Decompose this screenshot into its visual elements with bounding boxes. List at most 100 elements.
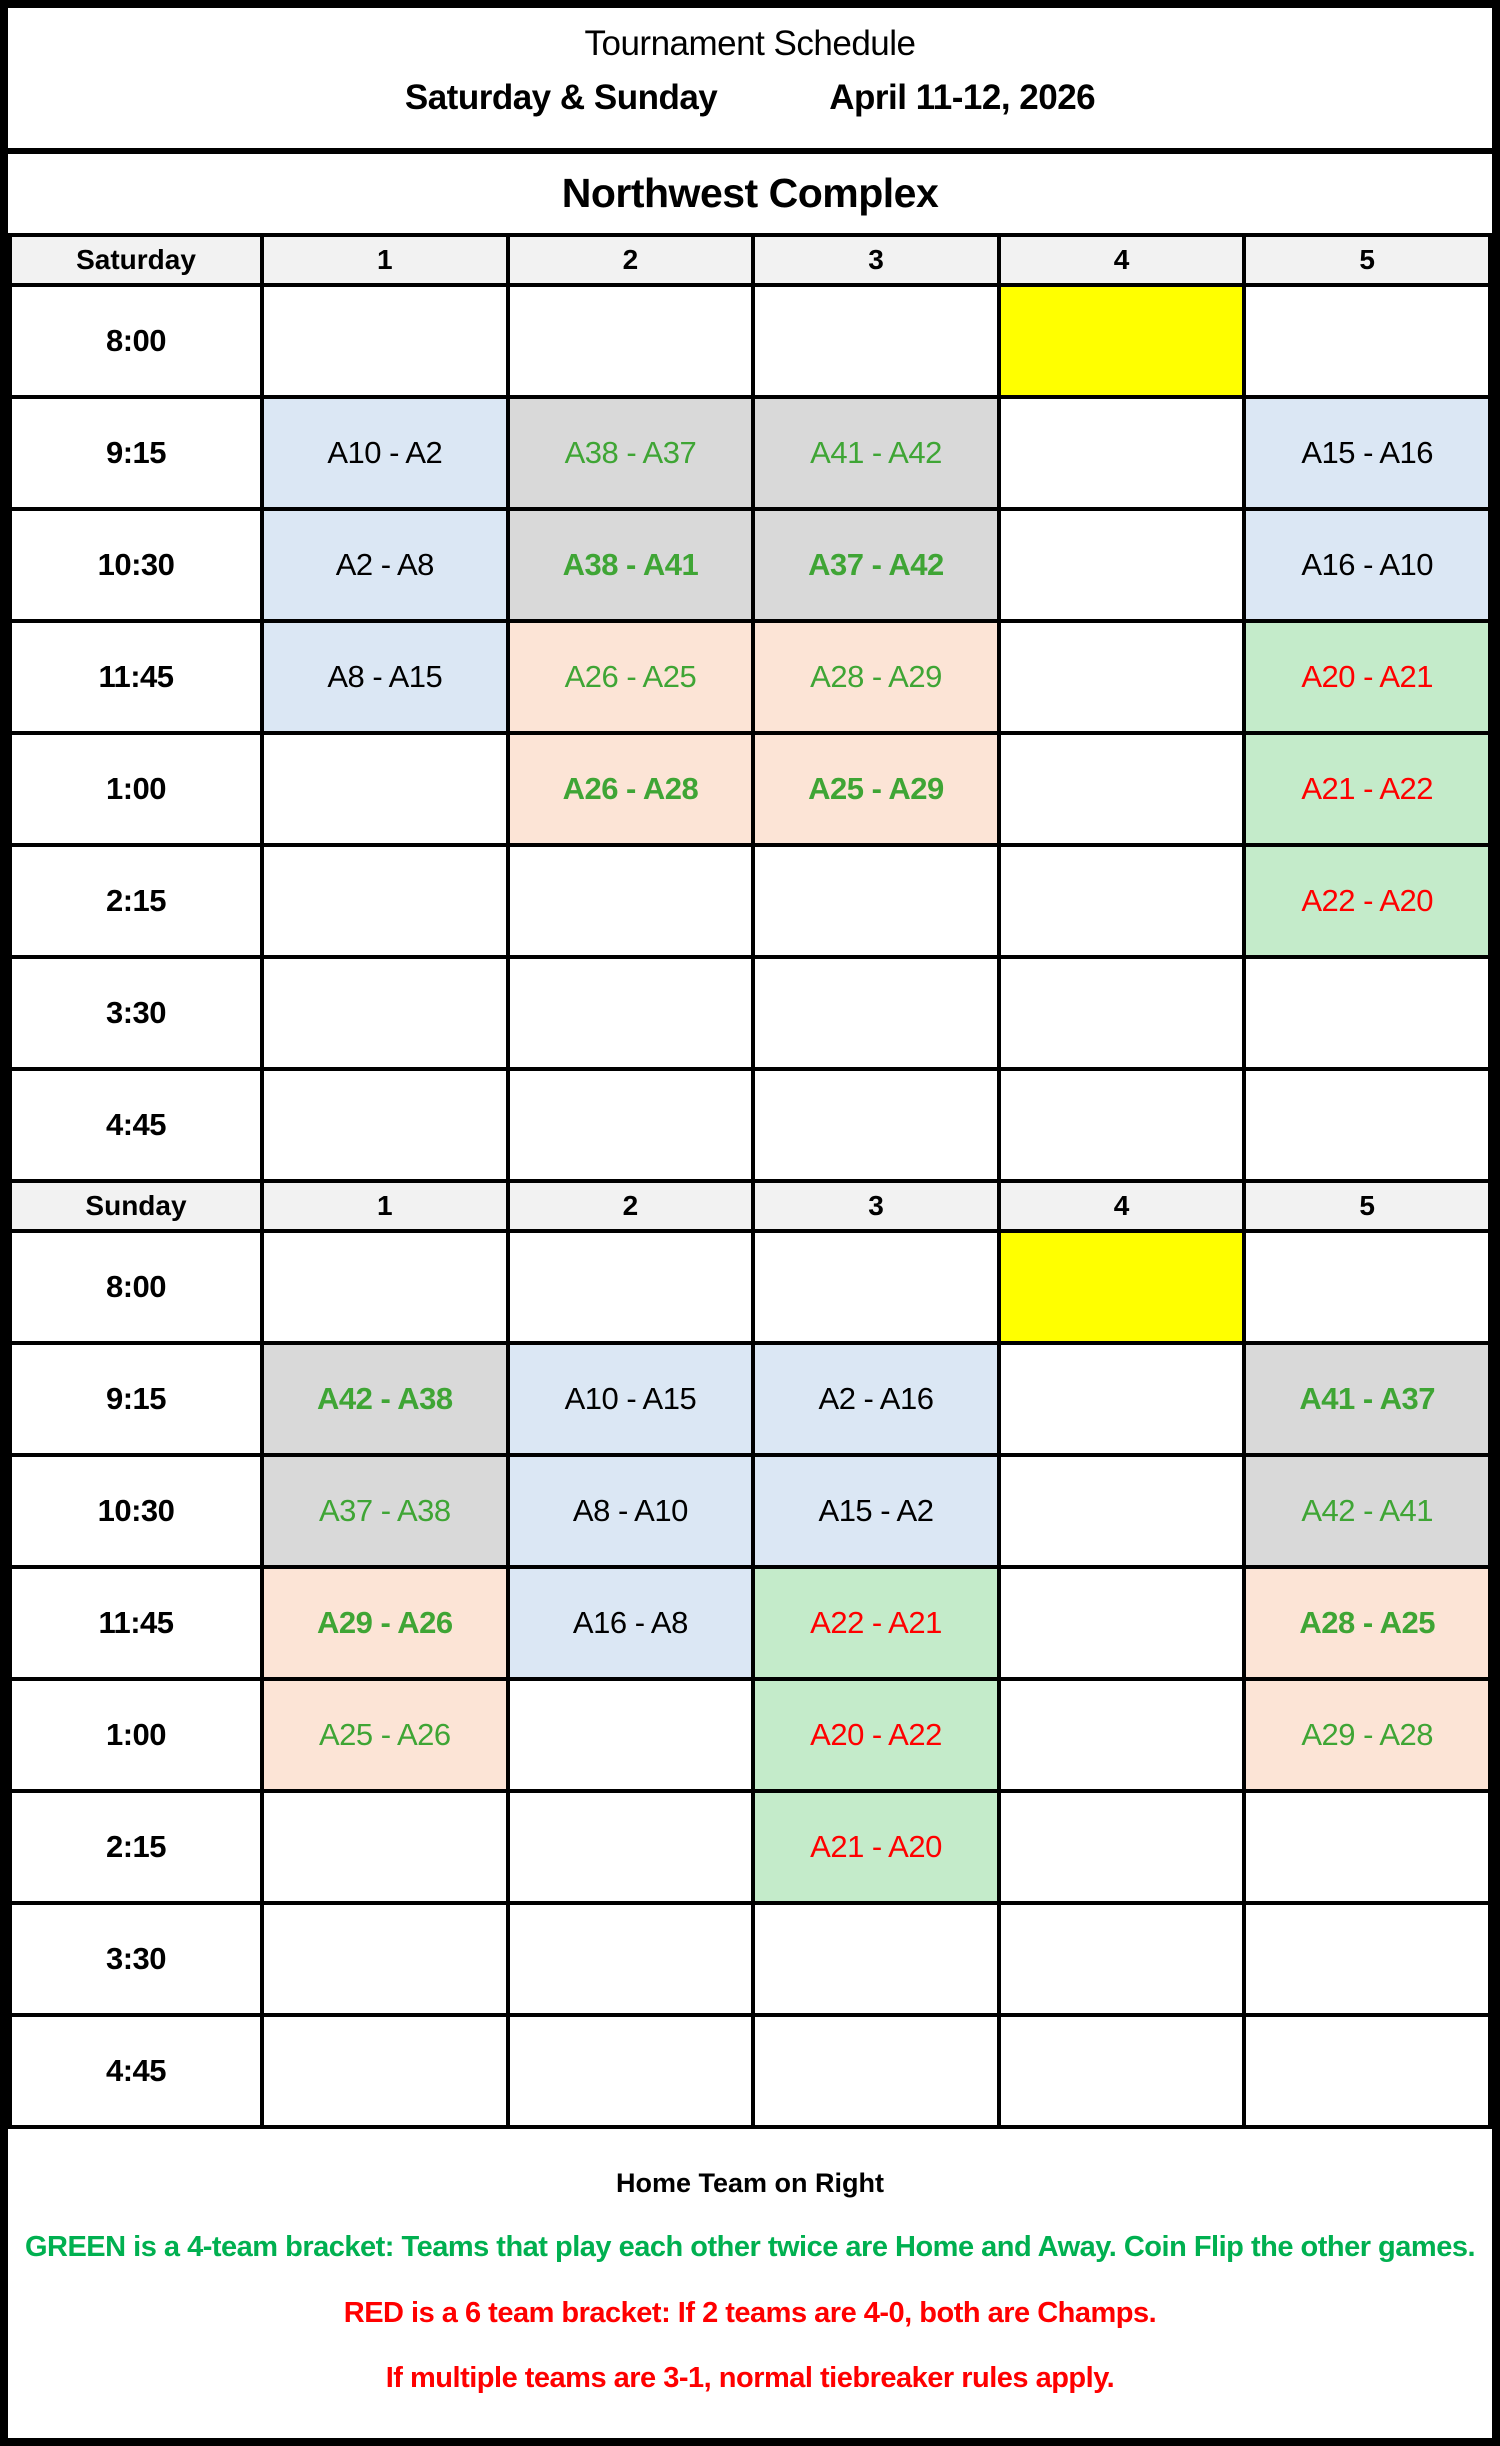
game-row: 11:45 A29 - A26 A16 - A8 A22 - A21 A28 - A25	[8, 1565, 1492, 1681]
time-cell: 4:45	[8, 2013, 264, 2129]
empty-cell	[260, 955, 510, 1071]
game-cell: A28 - A29	[751, 619, 1001, 735]
empty-cell	[996, 1789, 1247, 1905]
game-cell: A2 - A8	[260, 507, 510, 623]
game-cell: A37 - A42	[751, 507, 1001, 623]
game-row: 10:30 A2 - A8 A38 - A41 A37 - A42 A16 - A10	[8, 507, 1492, 623]
game-row: 8:00	[8, 283, 1492, 399]
game-cell: A26 - A25	[505, 619, 756, 735]
green-bracket-note: GREEN is a 4-team bracket: Teams that pl…	[24, 2231, 1476, 2264]
game-cell: A21 - A22	[1242, 731, 1492, 847]
empty-cell	[260, 1901, 510, 2017]
empty-cell	[260, 843, 510, 959]
empty-cell	[505, 1901, 756, 2017]
subtitle-days: Saturday & Sunday	[404, 78, 718, 117]
court-header: 4	[996, 1179, 1247, 1233]
red-bracket-note-2: If multiple teams are 3-1, normal tiebre…	[385, 2362, 1115, 2395]
empty-cell	[260, 2013, 510, 2129]
time-cell: 3:30	[8, 955, 264, 1071]
empty-cell	[505, 955, 756, 1071]
empty-cell	[751, 1067, 1001, 1183]
empty-cell	[505, 283, 756, 399]
game-cell: A16 - A10	[1242, 507, 1492, 623]
empty-cell	[1242, 955, 1492, 1071]
game-cell: A20 - A21	[1242, 619, 1492, 735]
time-cell: 11:45	[8, 619, 264, 735]
empty-cell	[996, 507, 1247, 623]
game-cell: A10 - A15	[505, 1341, 756, 1457]
day-header-row-saturday: Saturday 1 2 3 4 5	[8, 233, 1492, 287]
game-row: 10:30 A37 - A38 A8 - A10 A15 - A2 A42 - A41	[8, 1453, 1492, 1569]
empty-cell	[1242, 2013, 1492, 2129]
time-cell: 2:15	[8, 843, 264, 959]
empty-cell	[996, 619, 1247, 735]
court-header: 2	[505, 1179, 756, 1233]
game-row: 2:15 A22 - A20	[8, 843, 1492, 959]
game-cell: A25 - A29	[751, 731, 1001, 847]
game-cell: A28 - A25	[1242, 1565, 1492, 1681]
empty-cell	[1242, 1067, 1492, 1183]
empty-cell	[505, 1789, 756, 1905]
game-row: 4:45	[8, 2013, 1492, 2129]
subtitle-row: Saturday & Sunday April 11-12, 2026	[8, 78, 1492, 118]
empty-cell	[505, 843, 756, 959]
game-cell: A42 - A41	[1242, 1453, 1492, 1569]
game-row: 2:15 A21 - A20	[8, 1789, 1492, 1905]
schedule-grid: Saturday 1 2 3 4 5 8:00 9:15 A10 - A2 A38 - A37 A4…	[8, 233, 1492, 2129]
empty-cell	[260, 1789, 510, 1905]
game-cell: A25 - A26	[260, 1677, 510, 1793]
game-cell: A42 - A38	[260, 1341, 510, 1457]
time-cell: 4:45	[8, 1067, 264, 1183]
game-row: 8:00	[8, 1229, 1492, 1345]
game-cell: A41 - A37	[1242, 1341, 1492, 1457]
subtitle-date: April 11-12, 2026	[829, 78, 1096, 117]
game-row: 11:45 A8 - A15 A26 - A25 A28 - A29 A20 - A21	[8, 619, 1492, 735]
time-cell: 11:45	[8, 1565, 264, 1681]
empty-cell	[260, 1067, 510, 1183]
blocked-cell	[996, 1229, 1247, 1345]
game-cell: A22 - A21	[751, 1565, 1001, 1681]
time-cell: 2:15	[8, 1789, 264, 1905]
empty-cell	[505, 1067, 756, 1183]
time-cell: 1:00	[8, 1677, 264, 1793]
game-row: 9:15 A10 - A2 A38 - A37 A41 - A42 A15 - A16	[8, 395, 1492, 511]
empty-cell	[260, 1229, 510, 1345]
time-cell: 10:30	[8, 507, 264, 623]
time-cell: 1:00	[8, 731, 264, 847]
empty-cell	[1242, 1901, 1492, 2017]
time-cell: 8:00	[8, 1229, 264, 1345]
court-header: 3	[751, 233, 1001, 287]
empty-cell	[751, 1229, 1001, 1345]
time-cell: 10:30	[8, 1453, 264, 1569]
game-cell: A37 - A38	[260, 1453, 510, 1569]
empty-cell	[996, 731, 1247, 847]
day-label: Sunday	[8, 1179, 264, 1233]
page-title: Tournament Schedule	[584, 24, 917, 63]
empty-cell	[505, 1229, 756, 1345]
court-header: 1	[260, 1179, 510, 1233]
court-header: 3	[751, 1179, 1001, 1233]
game-cell: A26 - A28	[505, 731, 756, 847]
time-cell: 9:15	[8, 395, 264, 511]
game-cell: A29 - A26	[260, 1565, 510, 1681]
empty-cell	[996, 1565, 1247, 1681]
empty-cell	[996, 1901, 1247, 2017]
game-row: 4:45	[8, 1067, 1492, 1183]
empty-cell	[996, 1453, 1247, 1569]
game-cell: A41 - A42	[751, 395, 1001, 511]
time-cell: 9:15	[8, 1341, 264, 1457]
empty-cell	[751, 955, 1001, 1071]
empty-cell	[996, 1067, 1247, 1183]
red-bracket-note-1: RED is a 6 team bracket: If 2 teams are …	[343, 2296, 1157, 2329]
game-cell: A38 - A37	[505, 395, 756, 511]
game-cell: A21 - A20	[751, 1789, 1001, 1905]
empty-cell	[996, 1341, 1247, 1457]
game-cell: A16 - A8	[505, 1565, 756, 1681]
court-header: 5	[1242, 1179, 1492, 1233]
game-row: 3:30	[8, 955, 1492, 1071]
game-row: 9:15 A42 - A38 A10 - A15 A2 - A16 A41 - A37	[8, 1341, 1492, 1457]
empty-cell	[751, 1901, 1001, 2017]
footer-notes: Home Team on Right GREEN is a 4-team bra…	[8, 2129, 1492, 2438]
game-cell: A22 - A20	[1242, 843, 1492, 959]
